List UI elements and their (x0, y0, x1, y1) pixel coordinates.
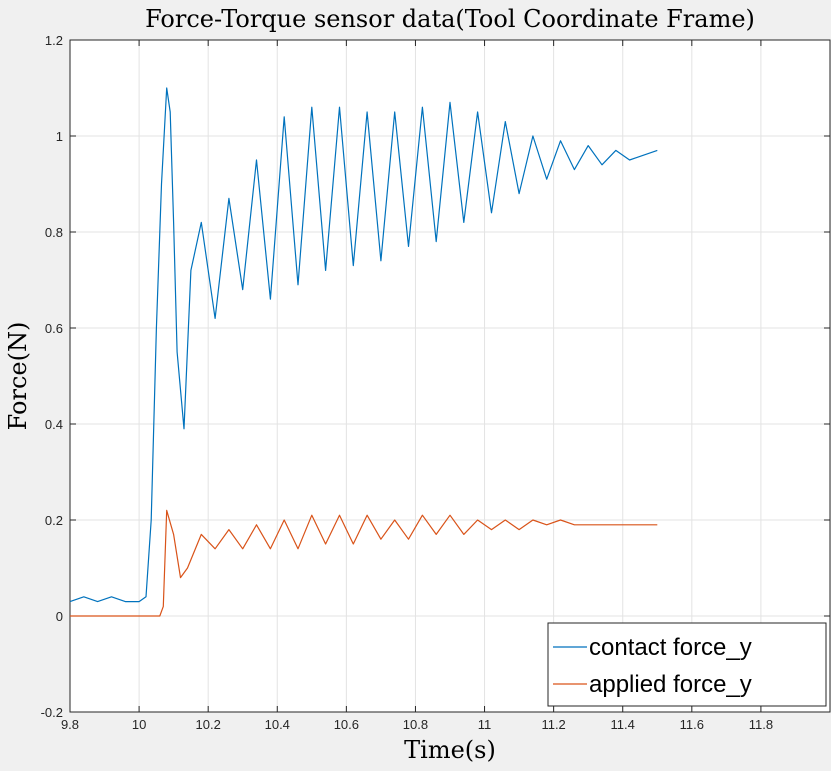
x-tick-label: 10.6 (334, 717, 359, 732)
series-line-contact-force (69, 87, 658, 603)
y-tick-label: -0.2 (41, 705, 63, 720)
series-line-applied-force (70, 509, 658, 617)
legend-box (547, 622, 827, 707)
plot-frame (69, 39, 831, 713)
x-tick-label: 11 (478, 717, 492, 732)
legend: contact force_y applied force_y (547, 622, 827, 707)
x-axis-label: Time(s) (404, 736, 496, 764)
y-tick-label: 0.4 (45, 417, 63, 432)
y-tick-label: 0.6 (45, 321, 63, 336)
x-tick-label: 10.8 (403, 717, 428, 732)
x-tick-label: 11.6 (680, 717, 704, 732)
y-tick-label: 0.8 (45, 225, 63, 240)
ticks: 9.8 10 10.2 10.4 10.6 10.8 11 11.2 11.4 11.6 11.8-… (41, 33, 830, 732)
chart-title: Force-Torque sensor data(Tool Coordinate… (145, 5, 755, 33)
legend-label-contact: contact force_y (589, 634, 752, 661)
x-tick-label: 11.2 (541, 717, 565, 732)
x-tick-label: 10.2 (196, 717, 221, 732)
y-axis-label: Force(N) (4, 322, 32, 431)
x-tick-label: 11.4 (611, 717, 635, 732)
x-tick-label: 10.4 (265, 717, 290, 732)
y-tick-label: 0 (56, 609, 63, 624)
x-tick-label: 10 (132, 717, 146, 732)
x-tick-label: 11.8 (749, 717, 773, 732)
x-tick-label: 9.8 (61, 717, 79, 732)
plot-area (70, 40, 830, 712)
legend-label-applied: applied force_y (589, 671, 752, 698)
y-tick-label: 1.2 (45, 33, 63, 48)
series-lines (69, 87, 658, 617)
y-tick-label: 1 (56, 129, 63, 144)
y-tick-label: 0.2 (45, 513, 63, 528)
